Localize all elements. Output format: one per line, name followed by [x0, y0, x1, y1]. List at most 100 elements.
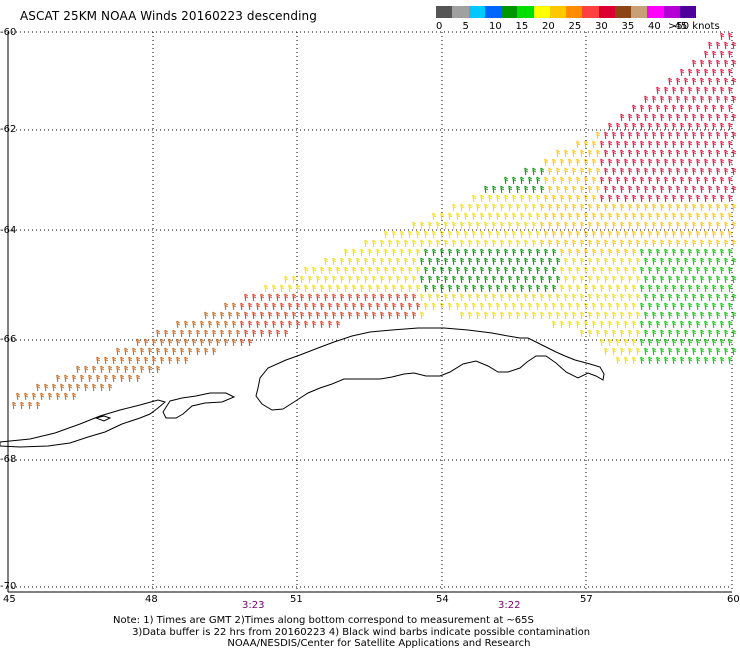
wind-barb	[676, 221, 681, 230]
wind-barb	[472, 230, 477, 239]
wind-barb	[728, 140, 733, 149]
wind-barb	[632, 212, 637, 221]
wind-barb	[628, 239, 633, 248]
wind-barb	[552, 320, 557, 329]
wind-barb	[712, 266, 717, 275]
wind-barb	[704, 248, 709, 257]
wind-barb	[332, 293, 337, 302]
colorbar-swatch	[517, 6, 534, 18]
wind-barb	[688, 248, 693, 257]
time-label-2: 3:22	[498, 600, 521, 611]
wind-barb	[684, 185, 689, 194]
wind-barb	[560, 194, 565, 203]
wind-barb	[564, 185, 569, 194]
wind-barb	[608, 140, 613, 149]
colorbar-swatch	[598, 6, 615, 18]
wind-barb	[376, 302, 381, 311]
wind-barb	[544, 194, 549, 203]
wind-barb	[496, 266, 501, 275]
wind-barb	[564, 257, 569, 266]
wind-barb	[640, 320, 645, 329]
wind-barb	[428, 275, 433, 284]
wind-barb	[704, 104, 709, 113]
wind-barb	[28, 401, 33, 410]
wind-barb	[420, 221, 425, 230]
wind-barb	[212, 347, 217, 356]
colorbar-label: 30	[595, 21, 608, 32]
wind-barb	[708, 257, 713, 266]
wind-barb	[236, 329, 241, 338]
wind-barb	[668, 221, 673, 230]
wind-barb	[124, 365, 129, 374]
wind-barb	[576, 140, 581, 149]
wind-barb	[652, 347, 657, 356]
wind-barb	[132, 347, 137, 356]
wind-barb	[368, 284, 373, 293]
wind-barb	[312, 266, 317, 275]
wind-barb	[556, 149, 561, 158]
wind-barb	[496, 230, 501, 239]
lat-label-64: -64	[0, 225, 17, 236]
wind-barb	[532, 257, 537, 266]
wind-barb	[580, 167, 585, 176]
wind-barb	[456, 302, 461, 311]
wind-barb	[532, 293, 537, 302]
wind-barb	[712, 302, 717, 311]
wind-barb	[704, 320, 709, 329]
wind-barb	[700, 275, 705, 284]
wind-barb	[556, 221, 561, 230]
wind-barb	[608, 320, 613, 329]
wind-barb	[356, 257, 361, 266]
wind-barb	[532, 311, 537, 320]
wind-barb	[712, 104, 717, 113]
wind-barb	[636, 239, 641, 248]
wind-barb	[720, 140, 725, 149]
wind-barb	[624, 122, 629, 131]
wind-barb	[680, 338, 685, 347]
wind-barb	[452, 221, 457, 230]
wind-barb	[656, 356, 661, 365]
wind-barb	[204, 311, 209, 320]
wind-barb	[104, 356, 109, 365]
wind-barb	[596, 275, 601, 284]
colorbar-label: 10	[489, 21, 502, 32]
time-label-1: 3:23	[242, 600, 265, 611]
wind-barb	[688, 158, 693, 167]
wind-barb	[524, 275, 529, 284]
wind-barb	[224, 320, 229, 329]
wind-barb	[332, 257, 337, 266]
coastline	[0, 327, 605, 448]
wind-barb	[516, 257, 521, 266]
wind-barb	[456, 284, 461, 293]
wind-barb	[692, 149, 697, 158]
wind-barb	[700, 239, 705, 248]
wind-barb	[464, 212, 469, 221]
colorbar-label: 20	[542, 21, 555, 32]
wind-barb	[680, 68, 685, 77]
wind-barb	[584, 158, 589, 167]
wind-barb	[628, 329, 633, 338]
wind-barb	[440, 302, 445, 311]
wind-barb	[232, 338, 237, 347]
wind-barb	[212, 311, 217, 320]
wind-barb	[700, 329, 705, 338]
wind-barb	[604, 149, 609, 158]
wind-barb	[580, 275, 585, 284]
wind-barb	[372, 239, 377, 248]
wind-barb	[612, 149, 617, 158]
wind-barb	[732, 41, 737, 50]
wind-barb	[684, 347, 689, 356]
wind-barb	[732, 293, 737, 302]
wind-barb	[672, 194, 677, 203]
wind-barb	[596, 185, 601, 194]
wind-barb	[628, 167, 633, 176]
wind-barb	[660, 185, 665, 194]
wind-barb	[300, 311, 305, 320]
wind-barb	[16, 392, 21, 401]
wind-barb	[588, 257, 593, 266]
wind-barb	[404, 311, 409, 320]
wind-barb	[716, 77, 721, 86]
note-line-3: NOAA/NESDIS/Center for Satellite Applica…	[113, 638, 531, 649]
wind-barb	[612, 167, 617, 176]
wind-barb	[492, 293, 497, 302]
